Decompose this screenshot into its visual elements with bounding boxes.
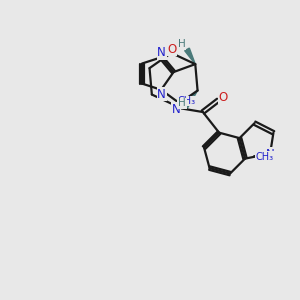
Text: N: N (172, 103, 181, 116)
Text: H: H (178, 39, 186, 49)
Text: O: O (219, 91, 228, 104)
Text: N: N (266, 148, 275, 161)
Text: H: H (178, 98, 186, 108)
Polygon shape (185, 48, 195, 64)
Text: O: O (167, 43, 176, 56)
Polygon shape (183, 91, 198, 108)
Text: CH₃: CH₃ (255, 152, 274, 162)
Text: N: N (158, 46, 166, 59)
Text: CH₃: CH₃ (178, 96, 196, 106)
Text: N: N (158, 88, 166, 101)
